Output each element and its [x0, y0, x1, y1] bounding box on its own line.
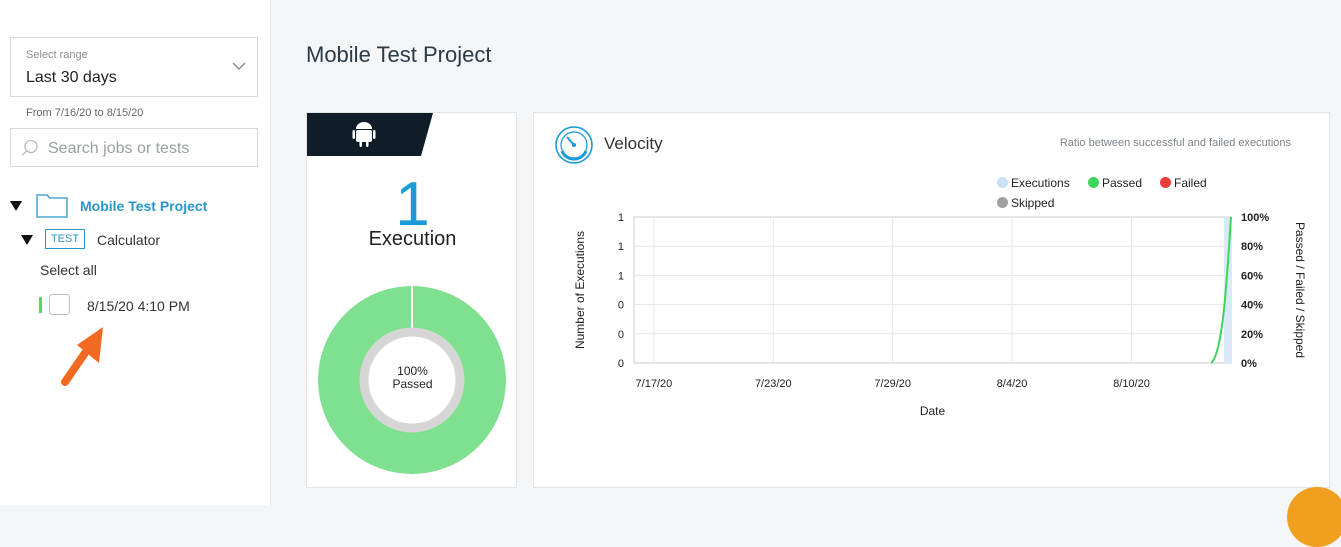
- search-icon: [21, 139, 38, 157]
- search-box: [10, 128, 258, 167]
- velocity-title: Velocity: [604, 134, 663, 153]
- execution-count-label: Execution: [368, 228, 457, 250]
- legend-item-failed[interactable]: Failed: [1160, 176, 1207, 190]
- y2-tick-label: 60%: [1241, 270, 1263, 282]
- range-select-value: Last 30 days: [26, 69, 117, 86]
- tree-project-name[interactable]: Mobile Test Project: [80, 198, 208, 214]
- y-tick-label: 1: [618, 270, 624, 282]
- expand-test-icon[interactable]: [21, 235, 33, 245]
- x-axis-title: Date: [920, 404, 946, 418]
- executions-bar: [1224, 217, 1231, 363]
- legend-item-passed[interactable]: Passed: [1088, 176, 1142, 190]
- legend-label: Executions: [1011, 176, 1070, 190]
- page-title: Mobile Test Project: [306, 42, 492, 67]
- select-all-link[interactable]: Select all: [40, 262, 97, 278]
- range-select-label: Select range: [26, 49, 88, 61]
- android-tab: [307, 113, 433, 156]
- y-axis-title: Number of Executions: [573, 231, 587, 349]
- y-tick-label: 0: [618, 329, 624, 341]
- pass-rate-donut: [318, 285, 506, 474]
- donut-status: Passed: [392, 377, 433, 391]
- chevron-down-icon: [232, 62, 246, 71]
- legend-dot-passed: [1088, 177, 1099, 188]
- legend-dot-skipped: [997, 197, 1008, 208]
- donut-percent: 100%: [397, 364, 428, 378]
- y2-tick-label: 20%: [1241, 329, 1263, 341]
- y-tick-label: 0: [618, 300, 624, 312]
- execution-status-bar: [39, 297, 42, 313]
- y2-axis-title: Passed / Failed / Skipped: [1293, 222, 1307, 358]
- x-tick-label: 7/23/20: [755, 378, 792, 390]
- legend-item-executions[interactable]: Executions: [997, 176, 1070, 190]
- tree-test-name[interactable]: Calculator: [97, 232, 161, 248]
- y-tick-label: 1: [618, 212, 624, 224]
- execution-item-label[interactable]: 8/15/20 4:10 PM: [87, 298, 190, 314]
- y2-tick-label: 40%: [1241, 300, 1263, 312]
- donut-center-text: 100% Passed: [307, 365, 518, 391]
- x-tick-label: 8/4/20: [997, 378, 1028, 390]
- y2-tick-label: 0%: [1241, 358, 1257, 370]
- test-badge: TEST: [45, 229, 85, 249]
- y-tick-label: 1: [618, 241, 624, 253]
- y-tick-label: 0: [618, 358, 624, 370]
- legend-label: Skipped: [1011, 196, 1055, 210]
- pointer-arrow-icon: [61, 327, 103, 386]
- sidebar: Select range Last 30 days From 7/16/20 t…: [0, 0, 271, 505]
- velocity-subtitle: Ratio between successful and failed exec…: [1059, 137, 1291, 149]
- range-dates: From 7/16/20 to 8/15/20: [26, 107, 144, 119]
- android-icon: [352, 122, 376, 147]
- x-tick-label: 7/29/20: [874, 378, 911, 390]
- legend-dot-failed: [1160, 177, 1171, 188]
- legend-label: Passed: [1102, 176, 1143, 190]
- execution-checkbox[interactable]: [49, 294, 70, 315]
- execution-count: 1: [395, 170, 430, 239]
- x-tick-label: 8/10/20: [1113, 378, 1150, 390]
- expand-project-icon[interactable]: [10, 201, 22, 211]
- legend-dot-executions: [997, 177, 1008, 188]
- legend-label: Failed: [1174, 176, 1207, 190]
- range-select[interactable]: Select range Last 30 days: [10, 37, 258, 97]
- folder-icon: [36, 194, 68, 218]
- plot-area: [633, 216, 1232, 364]
- help-chat-button[interactable]: [1287, 487, 1341, 547]
- passed-series-line: [1210, 216, 1232, 364]
- search-input[interactable]: [46, 135, 250, 163]
- y2-tick-label: 100%: [1241, 212, 1269, 224]
- velocity-chart: 0 0% 0 20% 0 40% 1 60% 1 80% 1 100% 7/17/20 7/23/20 7/…: [573, 212, 1307, 418]
- x-tick-label: 7/17/20: [636, 378, 673, 390]
- y2-tick-label: 80%: [1241, 241, 1263, 253]
- executions-card: 1 Execution 100% Passed: [306, 112, 517, 488]
- velocity-card: Velocity Ratio between successful and fa…: [533, 112, 1330, 488]
- speedometer-icon: [555, 126, 593, 164]
- legend-item-skipped[interactable]: Skipped: [997, 196, 1054, 210]
